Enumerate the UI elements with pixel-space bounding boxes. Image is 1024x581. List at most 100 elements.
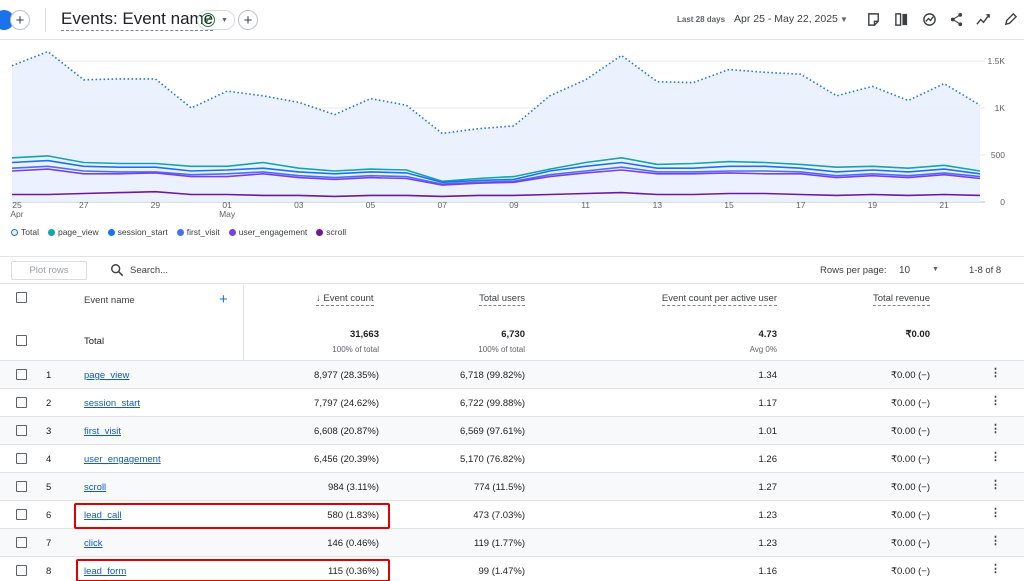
table-row[interactable]: 7 click 146 (0.46%) 119 (1.77%) 1.23 ₹0.00 (−… [0, 529, 1024, 557]
event-name-link[interactable]: lead_call [84, 510, 122, 521]
revenue-cell: ₹0.00 (−) [890, 510, 930, 521]
row-checkbox[interactable] [16, 537, 27, 548]
totals-checkbox[interactable] [16, 335, 27, 346]
x-tick-label: 17 [796, 200, 806, 210]
per-user-cell: 1.34 [758, 370, 778, 381]
x-tick-label: 19 [868, 200, 878, 210]
table-row[interactable]: 6 lead_call 580 (1.83%) 473 (7.03%) 1.23 ₹0.0… [0, 501, 1024, 529]
more-options-icon[interactable]: ⋮ [990, 367, 1001, 379]
row-checkbox[interactable] [16, 369, 27, 380]
legend-dot-icon [11, 228, 18, 236]
x-month-label: May [219, 209, 236, 219]
row-checkbox[interactable] [16, 425, 27, 436]
row-index: 3 [46, 426, 52, 437]
row-checkbox[interactable] [16, 565, 27, 576]
legend-item[interactable]: user_engagement [228, 227, 307, 237]
totals-event-count-sub: 100% of total [332, 345, 379, 354]
search-icon [111, 264, 124, 277]
legend-label: page_view [57, 227, 99, 237]
chart-svg: 0 500 1K 1.5K 25 27 29 01 03 05 07 09 11 13 15 17 19 21 Ap… [10, 50, 1005, 219]
edit-icon[interactable] [1001, 10, 1019, 28]
row-checkbox[interactable] [16, 481, 27, 492]
compare-icon[interactable] [892, 10, 910, 28]
legend-item[interactable]: scroll [316, 227, 346, 237]
totals-per-user: 4.73 [758, 329, 778, 340]
line-chart[interactable]: 0 500 1K 1.5K 25 27 29 01 03 05 07 09 11 13 15 17 19 21 Ap… [0, 41, 1024, 226]
add-comparison-button[interactable]: + [238, 10, 258, 30]
row-index: 5 [46, 482, 52, 493]
table-row[interactable]: 2 session_start 7,797 (24.62%) 6,722 (99.88… [0, 389, 1024, 417]
table-toolbar: Plot rows Rows per page: 10 ▼ 1-8 of 8 [0, 256, 1024, 284]
y-tick-label: 500 [991, 150, 1005, 160]
more-options-icon[interactable]: ⋮ [990, 423, 1001, 435]
select-all-checkbox[interactable] [16, 292, 27, 303]
date-range-caret-icon[interactable]: ▼ [840, 15, 848, 24]
page-title[interactable]: Events: Event name [61, 9, 214, 31]
date-range-picker[interactable]: Apr 25 - May 22, 2025 [734, 13, 838, 25]
share-icon[interactable] [947, 10, 965, 28]
chevron-down-icon[interactable]: ▼ [932, 266, 939, 273]
x-tick-label: 11 [581, 200, 590, 210]
event-name-link[interactable]: lead_form [84, 566, 127, 577]
row-checkbox[interactable] [16, 509, 27, 520]
series-line-scroll [12, 190, 981, 198]
plot-rows-button[interactable]: Plot rows [11, 261, 87, 280]
series-line-session_start [11, 159, 981, 184]
table-row[interactable]: 1 page_view 8,977 (28.35%) 6,718 (99.82%) 1.… [0, 361, 1024, 389]
per-user-cell: 1.01 [758, 426, 778, 437]
event-name-link[interactable]: session_start [84, 398, 140, 409]
header-event-count-per-user[interactable]: Event count per active user [661, 293, 777, 306]
event-name-link[interactable]: first_visit [84, 426, 121, 437]
event-name-link[interactable]: page_view [84, 370, 130, 381]
per-user-cell: 1.17 [758, 398, 778, 409]
rows-per-page-select[interactable]: 10 [899, 265, 911, 276]
insights-icon[interactable] [920, 10, 938, 28]
totals-per-user-sub: Avg 0% [749, 345, 777, 354]
more-options-icon[interactable]: ⋮ [990, 479, 1001, 491]
header-total-revenue[interactable]: Total revenue [872, 293, 930, 306]
revenue-cell: ₹0.00 (−) [890, 566, 930, 577]
legend-item[interactable]: page_view [47, 227, 99, 237]
table-row[interactable]: 5 scroll 984 (3.11%) 774 (11.5%) 1.27 ₹0.00 (… [0, 473, 1024, 501]
more-options-icon[interactable]: ⋮ [990, 535, 1001, 547]
legend-item[interactable]: first_visit [176, 227, 220, 237]
more-options-icon[interactable]: ⋮ [990, 507, 1001, 519]
header-total-users[interactable]: Total users [479, 293, 525, 306]
table-row[interactable]: 8 lead_form 115 (0.36%) 99 (1.47%) 1.16 ₹0.00… [0, 557, 1024, 581]
search-input[interactable] [130, 262, 330, 279]
arrow-down-icon: ↓ [316, 293, 324, 304]
header-event-name[interactable]: Event name [84, 295, 135, 306]
per-user-cell: 1.26 [758, 454, 778, 465]
event-count-cell: 8,977 (28.35%) [314, 370, 379, 381]
total-users-cell: 119 (1.77%) [473, 538, 525, 549]
series-line-page_view [11, 155, 981, 183]
row-index: 8 [46, 566, 52, 577]
series-line-user_engagement [11, 168, 981, 186]
total-users-cell: 99 (1.47%) [478, 566, 525, 577]
legend-label: Total [21, 227, 39, 237]
trend-icon[interactable] [974, 10, 992, 28]
more-options-icon[interactable]: ⋮ [990, 451, 1001, 463]
more-options-icon[interactable]: ⋮ [990, 395, 1001, 407]
event-name-link[interactable]: click [84, 538, 103, 549]
table-row[interactable]: 4 user_engagement 6,456 (20.39%) 5,170 (76.… [0, 445, 1024, 473]
revenue-cell: ₹0.00 (−) [890, 454, 930, 465]
status-dropdown[interactable]: ✓ ▼ [197, 10, 235, 30]
legend-item[interactable]: session_start [107, 227, 168, 237]
row-checkbox[interactable] [16, 453, 27, 464]
add-report-button[interactable]: + [10, 10, 30, 30]
column-divider [243, 285, 244, 361]
legend-item[interactable]: Total [11, 227, 39, 237]
more-options-icon[interactable]: ⋮ [990, 563, 1001, 575]
legend-label: scroll [326, 227, 347, 237]
event-name-link[interactable]: scroll [84, 482, 107, 493]
legend-label: first_visit [186, 227, 220, 237]
add-dimension-icon[interactable]: + [219, 291, 228, 308]
row-checkbox[interactable] [16, 397, 27, 408]
event-name-link[interactable]: user_engagement [84, 454, 161, 465]
row-index: 2 [46, 398, 52, 409]
table-row[interactable]: 3 first_visit 6,608 (20.87%) 6,569 (97.61%)… [0, 417, 1024, 445]
header-event-count[interactable]: ↓ Event count [316, 293, 374, 306]
row-index: 7 [46, 538, 52, 549]
annotation-icon[interactable] [864, 10, 882, 28]
